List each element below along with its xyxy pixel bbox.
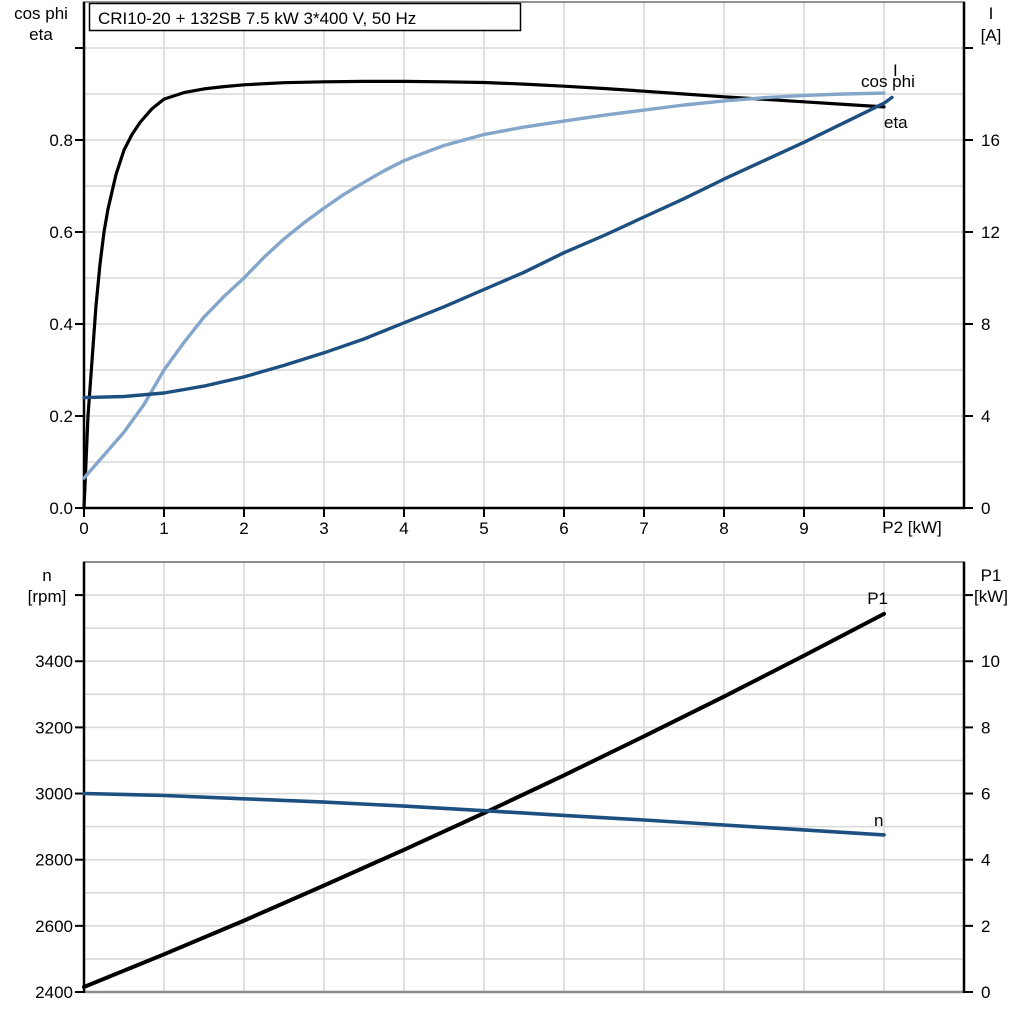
top-left-axis-title-line2: eta [29,25,53,44]
right-tick-label: 16 [981,131,1000,150]
left-tick-label: 3200 [35,718,73,737]
x-tick-label: 1 [159,519,168,538]
chart-bottom: 2400 2600 2800 3000 3200 3400 0 2 4 6 8 10 P1 n [35,561,1000,1002]
left-tick-label: 0.0 [49,499,73,518]
x-tick-label: 8 [719,519,728,538]
left-tick-label: 3000 [35,785,73,804]
x-axis-title-p2: P2 [kW] [882,518,942,537]
right-tick-label: 8 [981,718,990,737]
left-tick-label: 2800 [35,851,73,870]
right-tick-label: 2 [981,917,990,936]
chart-title: CRI10-20 + 132SB 7.5 kW 3*400 V, 50 Hz [98,9,416,28]
left-tick-label: 2600 [35,917,73,936]
top-right-axis-title-line1: I [989,4,994,23]
curve-label-P1: P1 [867,589,888,608]
left-tick-label: 0.2 [49,407,73,426]
left-tick-label: 0.6 [49,223,73,242]
top-left-axis-title-line1: cos phi [14,4,68,23]
chart-overlay-layer: cos phi eta I [A] P2 [kW] n [rpm] P1 [kW… [14,2,1008,606]
left-tick-label: 2400 [35,983,73,1002]
x-tick-label: 9 [799,519,808,538]
x-tick-label: 6 [559,519,568,538]
curve-P1 [82,611,886,989]
curve-label-n: n [874,811,883,830]
bottom-right-axis-title-line2: [kW] [974,587,1008,606]
x-tick-label: 0 [79,519,88,538]
x-tick-label: 3 [319,519,328,538]
curve-label-I: I [893,61,898,80]
curve-label-cos_phi: cos phi [861,72,915,91]
bottom-left-axis-title-line1: n [42,566,51,585]
right-tick-label: 4 [981,407,990,426]
curve-I [82,95,894,400]
bottom-right-axis-title-line1: P1 [981,566,1002,585]
right-tick-label: 8 [981,315,990,334]
x-tick-label: 2 [239,519,248,538]
x-tick-label: 5 [479,519,488,538]
bottom-left-axis-title-line2: [rpm] [28,587,67,606]
left-tick-label: 3400 [35,652,73,671]
x-tick-label: 4 [399,519,408,538]
right-tick-label: 6 [981,785,990,804]
curve-label-eta: eta [884,113,908,132]
curve-n [82,791,886,837]
right-tick-label: 4 [981,851,990,870]
top-right-axis-title-line2: [A] [981,26,1002,45]
right-tick-label: 10 [981,652,1000,671]
right-tick-label: 0 [981,499,990,518]
title-box [88,2,522,32]
left-tick-label: 0.4 [49,315,73,334]
curve-eta [82,79,886,510]
right-tick-label: 0 [981,983,990,1002]
right-tick-label: 12 [981,223,1000,242]
left-tick-label: 0.8 [49,131,73,150]
x-tick-label: 7 [639,519,648,538]
curve-cos_phi [82,91,886,480]
